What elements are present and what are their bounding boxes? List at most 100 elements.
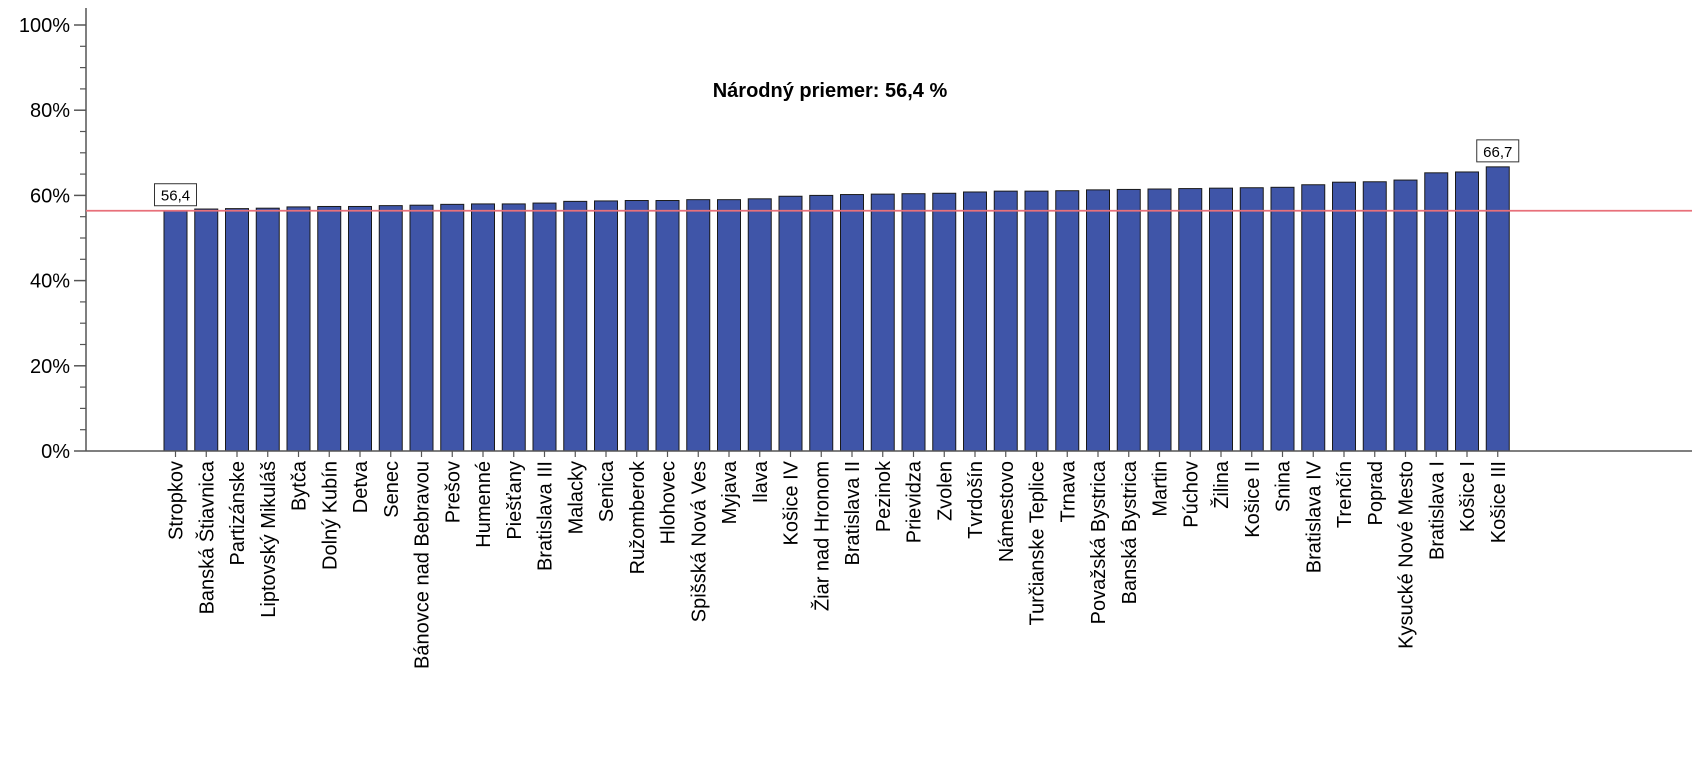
bar [501,203,526,452]
x-tick-label: Hlohovec [658,461,680,544]
x-tick-label: Bratislava IV [1303,460,1325,573]
bar [225,208,249,452]
x-tick-label: Trenčín [1334,461,1356,528]
bar [1116,188,1141,452]
bar [1086,189,1110,452]
x-tick-label: Humenné [473,461,495,548]
x-axis: Stropkov Banská Štiavnica Partizánske Lipto… [86,450,1692,669]
bar [717,199,741,452]
y-tick-label: 80% [30,100,70,122]
bar [686,199,711,452]
x-tick-label: Košice II [1242,461,1264,538]
bar [286,206,311,452]
x-tick-label: Snina [1273,460,1295,512]
bar [1055,190,1080,452]
x-tick-label: Bratislava II [842,461,864,565]
y-tick-label: 40% [30,271,70,293]
bar [963,191,987,452]
bar [194,208,219,452]
x-tick-label: Žiar nad Hronom [810,461,833,611]
bar [348,205,372,452]
y-tick-label: 100% [19,15,70,37]
x-tick-label: Liptovský Mikuláš [258,461,280,618]
x-tick-label: Piešťany [504,461,526,540]
data-labels: 56,4 66,7 [154,139,1520,207]
bar [655,200,680,452]
x-tick-label: Stropkov [166,461,188,540]
x-tick-label: Bytča [289,460,311,511]
bar [901,193,926,452]
bar [932,192,957,452]
reference-line-label: Národný priemer: 56,4 % [713,80,948,102]
x-tick-label: Žilina [1210,460,1233,509]
data-label: 56,4 [161,188,190,205]
x-tick-label: Námestovo [996,461,1018,562]
bar [1239,187,1264,452]
bar [532,202,557,452]
x-tick-label: Trnava [1057,460,1079,522]
y-tick-label: 20% [30,356,70,378]
x-tick-label: Bratislava I [1426,461,1448,560]
x-tick-label: Malacky [565,461,587,534]
bar [1332,181,1356,452]
bar [378,205,403,452]
bar [747,198,772,452]
x-tick-label: Košice III [1488,461,1510,543]
bar [1147,188,1172,452]
x-tick-label: Dolný Kubín [319,461,341,570]
x-tick-label: Banská Štiavnica [195,460,218,614]
bar [1024,190,1049,452]
bar [1393,179,1418,452]
x-tick-label: Považská Bystrica [1088,460,1110,624]
bar [1362,181,1387,452]
x-tick-label: Turčianske Teplice [1027,461,1049,626]
x-tick-label: Detva [350,460,372,513]
bar [840,194,864,452]
bar [563,200,588,452]
bar [594,200,618,452]
x-tick-label: Senica [596,460,618,522]
bar [409,204,434,452]
bar [778,195,803,452]
x-tick-label: Ilava [750,460,772,503]
bar [1301,184,1326,452]
x-tick-label: Ružomberok [627,460,649,574]
bar [163,210,188,452]
bar [1455,171,1479,452]
bar [1485,166,1510,452]
bar [1178,188,1203,452]
bar [624,200,649,452]
bar [317,205,342,452]
data-label: 66,7 [1483,144,1512,161]
x-tick-label: Zvolen [934,461,956,521]
x-tick-label: Púchov [1180,461,1202,528]
reference-line-group: Národný priemer: 56,4 % [86,80,1692,212]
x-tick-label: Kysucké Nové Mesto [1396,461,1418,649]
bar [1270,186,1295,452]
x-tick-label: Bratislava III [535,461,557,571]
data-label-box [154,183,197,207]
x-tick-label: Bánovce nad Bebravou [412,461,434,669]
x-tick-label: Tvrdošín [965,461,987,539]
data-label-box [1476,139,1520,163]
x-tick-label: Martin [1150,461,1172,517]
x-tick-label: Myjava [719,460,741,524]
bar [471,203,495,452]
x-tick-label: Spišská Nová Ves [688,461,710,622]
bar [255,207,280,452]
y-tick-label: 0% [41,441,70,463]
x-tick-label: Pezinok [873,460,895,532]
x-tick-label: Poprad [1365,461,1387,526]
x-tick-label: Partizánske [227,461,249,566]
bar [870,193,895,452]
x-tick-label: Košice IV [781,460,803,545]
x-tick-label: Prievidza [904,460,926,543]
bars [163,166,1510,452]
bar [1209,187,1233,452]
bar [440,203,465,452]
x-tick-label: Banská Bystrica [1119,460,1141,604]
bar [1424,172,1449,452]
bar [809,194,834,452]
x-tick-label: Prešov [442,461,464,523]
x-tick-label: Košice I [1457,461,1479,532]
